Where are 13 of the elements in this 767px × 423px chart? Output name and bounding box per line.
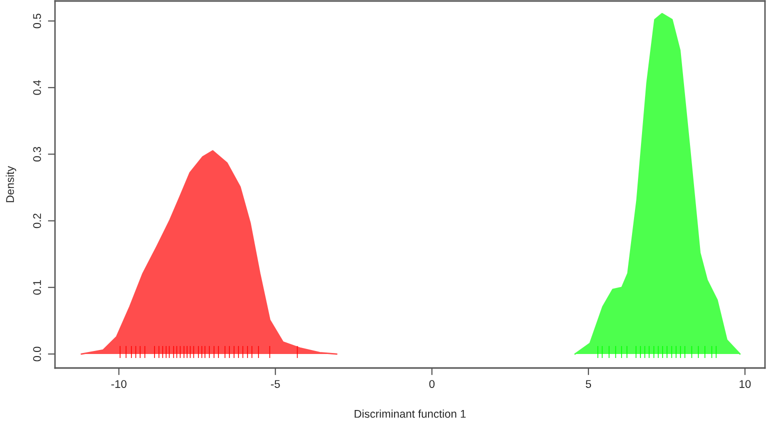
y-tick-label: 0.0 [33, 346, 41, 362]
x-tick-label: -10 [111, 380, 126, 388]
y-tick-label: 0.1 [33, 280, 41, 295]
y-tick-label: 0.2 [33, 214, 41, 228]
x-tick-label: -5 [270, 380, 280, 388]
y-tick-label: 0.5 [33, 14, 41, 28]
y-tick-label: 0.4 [33, 80, 41, 95]
x-axis-title: Discriminant function 1 [354, 410, 466, 418]
x-tick-label: 10 [740, 380, 751, 388]
y-tick-label: 0.3 [33, 146, 41, 162]
y-axis-title: Density [6, 166, 16, 202]
x-tick-label: 5 [586, 380, 592, 388]
x-tick-label: 0 [429, 380, 435, 388]
